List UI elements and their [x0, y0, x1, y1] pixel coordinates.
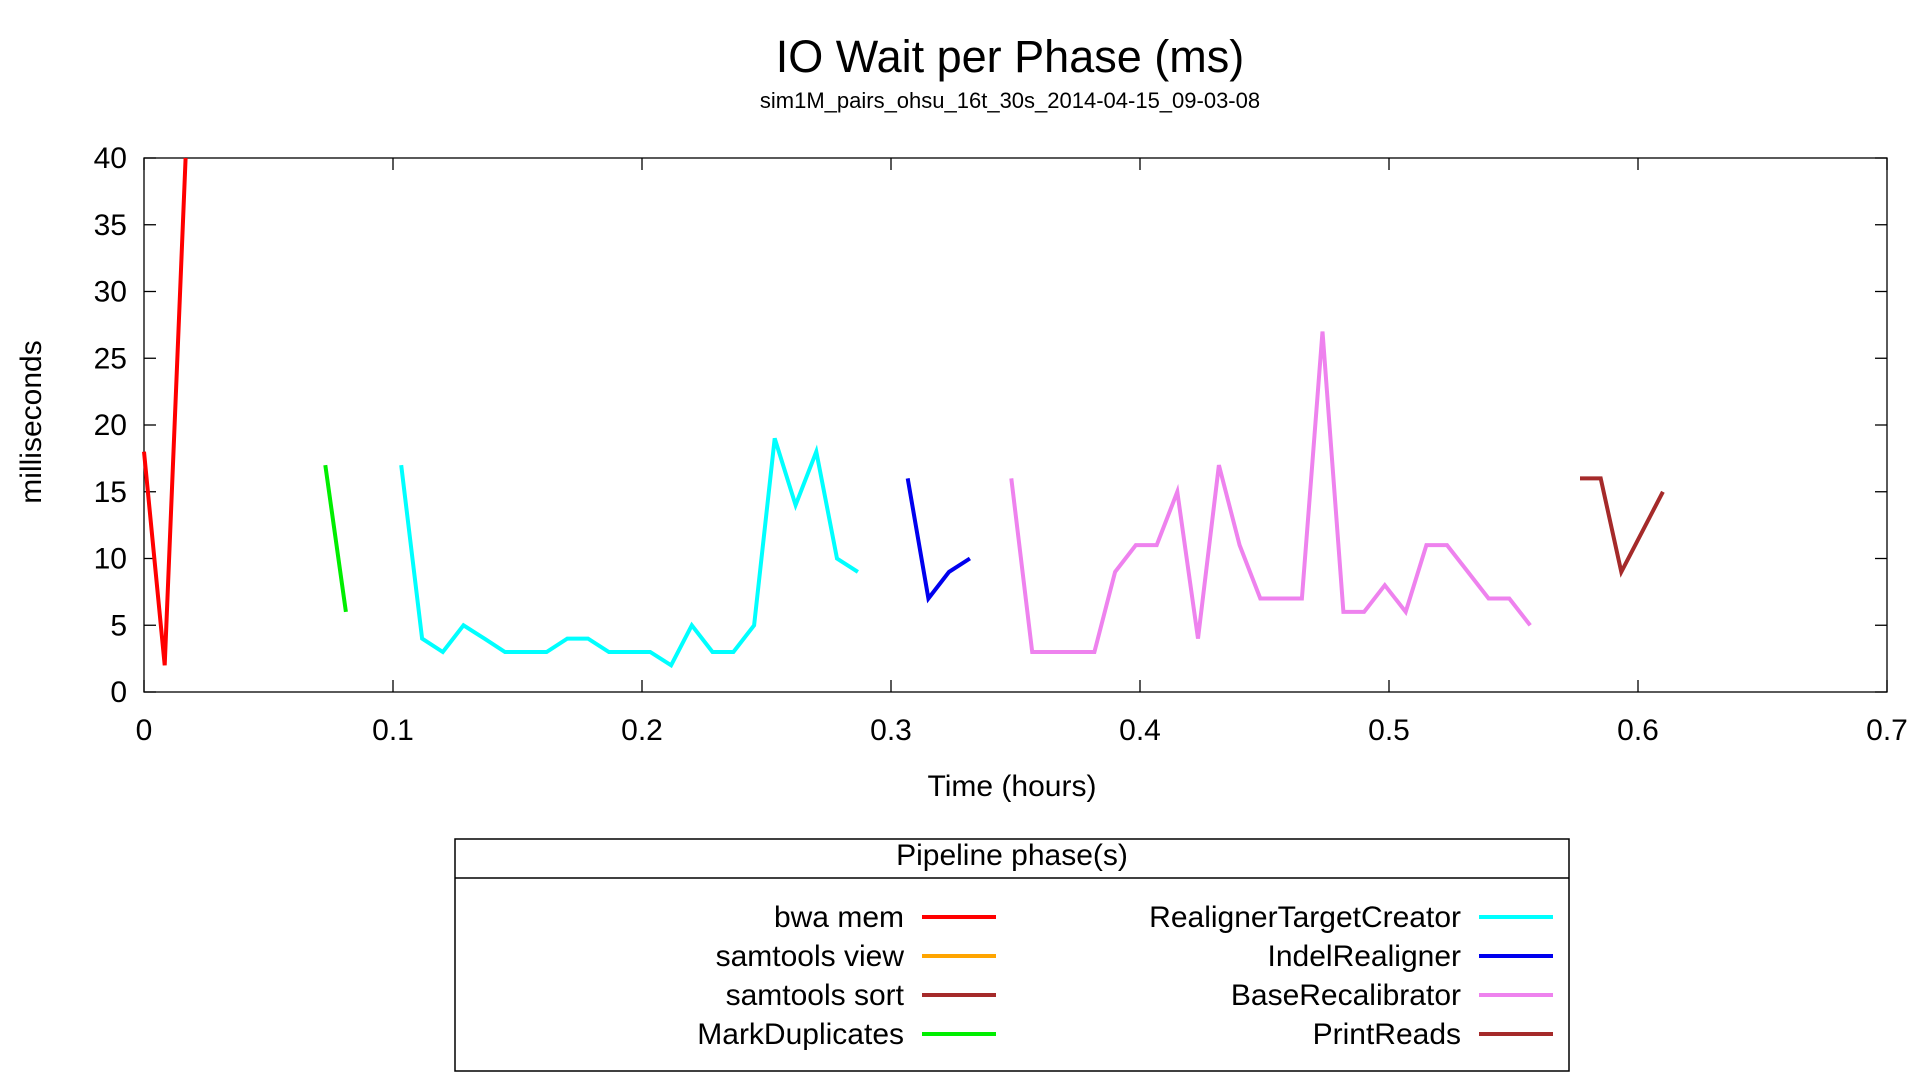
legend-entry-label: PrintReads: [1313, 1018, 1461, 1051]
x-tick-label: 0.7: [1866, 714, 1908, 747]
y-tick-label: 0: [110, 676, 127, 709]
x-tick-label: 0.4: [1119, 714, 1161, 747]
x-tick-label: 0.5: [1368, 714, 1410, 747]
series-line-printreads: [1580, 476, 1665, 578]
legend-entry-label: bwa mem: [774, 901, 904, 934]
series-line-baserecalibrator: [1009, 331, 1532, 654]
chart-subtitle: sim1M_pairs_ohsu_16t_30s_2014-04-15_09-0…: [760, 88, 1260, 113]
y-tick-label: 30: [94, 276, 127, 309]
legend: Pipeline phase(s) bwa mem samtools view sa…: [454, 838, 1570, 1072]
y-tick-label: 35: [94, 209, 127, 242]
legend-entry-label: MarkDuplicates: [697, 1018, 904, 1051]
y-tick-label: 5: [110, 609, 127, 642]
legend-entry-label: samtools sort: [726, 979, 905, 1012]
plot-area: [142, 157, 1665, 669]
x-tick-label: 0.6: [1617, 714, 1659, 747]
x-axis-label: Time (hours): [928, 770, 1097, 803]
legend-entry-label: samtools view: [716, 940, 905, 973]
series-line-bwa-mem: [142, 157, 188, 666]
y-tick-label: 25: [94, 342, 127, 375]
series-line-realignertargetcreator: [399, 437, 859, 669]
series-line-markduplicates: [323, 464, 348, 613]
series-line-indelrealigner: [905, 478, 971, 604]
chart-title: IO Wait per Phase (ms): [776, 31, 1244, 82]
axes: 0 5 10 15 20 25 30 35 40 0 0.1 0.2 0.3 0.4 0.5 0.6 0.7: [94, 142, 1908, 747]
x-tick-label: 0.2: [621, 714, 663, 747]
y-tick-label: 20: [94, 409, 127, 442]
x-tick-label: 0.3: [870, 714, 912, 747]
legend-entry-label: IndelRealigner: [1268, 940, 1461, 973]
x-tick-label: 0: [136, 714, 153, 747]
plot-frame: [143, 157, 1888, 693]
legend-title: Pipeline phase(s): [896, 839, 1128, 872]
x-tick-label: 0.1: [372, 714, 414, 747]
legend-entry-label: BaseRecalibrator: [1231, 979, 1461, 1012]
y-axis-label: milliseconds: [15, 340, 48, 503]
y-tick-label: 15: [94, 476, 127, 509]
legend-box: [454, 838, 1570, 1072]
y-tick-label: 10: [94, 543, 127, 576]
legend-entry-label: RealignerTargetCreator: [1149, 901, 1461, 934]
y-tick-label: 40: [94, 142, 127, 175]
